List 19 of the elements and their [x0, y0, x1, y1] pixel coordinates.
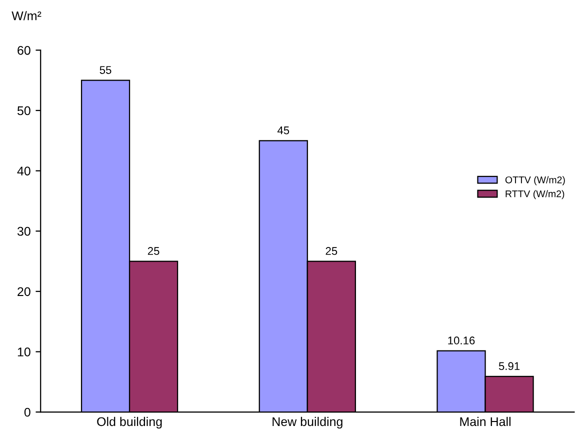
data-label: 25: [148, 247, 160, 255]
data-label: 25: [326, 247, 338, 255]
x-tick-label: Old building: [97, 416, 162, 429]
data-label: 45: [277, 126, 290, 134]
legend-label: OTTV (W/m2): [505, 176, 565, 186]
y-tick-label: 20: [18, 287, 30, 296]
y-tick-label: 40: [17, 166, 30, 176]
data-label: 5.91: [498, 362, 520, 370]
y-tick-label: 10: [18, 348, 30, 356]
x-tick-label: Main Hall: [460, 416, 510, 426]
y-tick-label: 60: [18, 46, 30, 55]
y-tick-label: 30: [17, 226, 30, 236]
data-label: 10.16: [448, 336, 475, 344]
y-tick-label: 50: [17, 106, 30, 116]
x-tick-label: New building: [272, 416, 342, 429]
y-axis-title: W/m²: [12, 11, 42, 20]
legend-label: RTTV (W/m2): [506, 190, 564, 200]
y-tick-label: 0: [24, 408, 30, 417]
data-label: 55: [100, 66, 112, 74]
